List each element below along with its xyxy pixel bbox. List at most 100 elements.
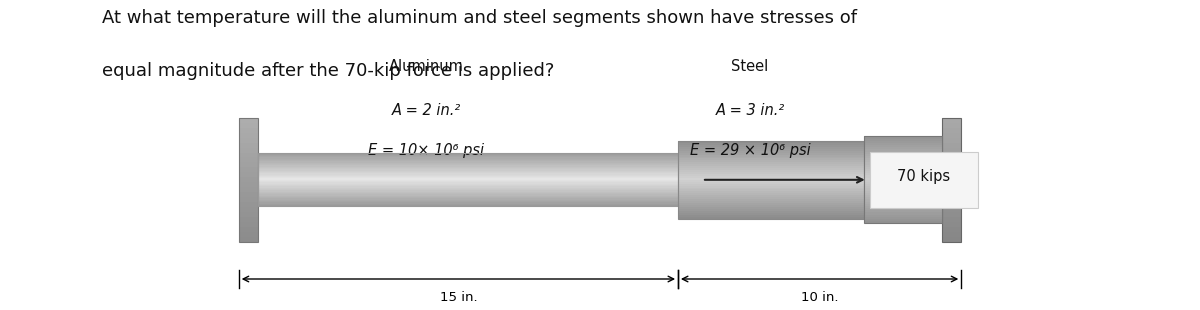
Bar [258,180,678,181]
Bar [239,187,258,192]
Bar [678,178,864,180]
Bar [239,232,258,237]
Text: A = 2 in.²: A = 2 in.² [391,103,461,118]
Bar [678,164,864,166]
Bar [942,187,961,192]
Bar [678,197,864,199]
Bar [942,197,961,202]
Bar [258,194,678,196]
Bar [239,143,258,148]
Bar [239,133,258,138]
Bar [678,151,864,153]
Bar [678,141,864,219]
Text: A = 3 in.²: A = 3 in.² [715,103,785,118]
Bar [258,186,678,188]
Bar [864,167,942,169]
Bar [258,155,678,156]
Bar [258,159,678,160]
Bar [864,165,942,167]
Bar [942,118,961,242]
Bar [678,188,864,189]
Bar [864,169,942,171]
Bar [942,128,961,133]
Bar [239,237,258,242]
Bar [942,212,961,217]
Bar [942,118,961,123]
Bar [678,157,864,158]
Bar [258,172,678,173]
Bar [678,162,864,164]
Text: E = 29 × 10⁶ psi: E = 29 × 10⁶ psi [690,143,810,158]
Bar [258,202,678,204]
Bar [864,210,942,212]
Bar [258,163,678,164]
Bar [678,172,864,174]
Bar [678,153,864,155]
Bar [942,133,961,138]
Bar [942,217,961,222]
Bar [258,198,678,200]
Bar [258,185,678,186]
Bar [864,184,942,186]
Bar [678,155,864,157]
Bar [678,211,864,213]
Bar [678,182,864,184]
Bar [864,193,942,195]
Bar [258,153,678,155]
Bar [258,153,678,206]
Bar [678,215,864,217]
Bar [258,193,678,194]
Bar [864,160,942,162]
Bar [864,145,942,147]
Bar [864,188,942,191]
Bar [678,213,864,215]
Text: 10 in.: 10 in. [800,291,839,304]
Bar [942,192,961,197]
Bar [258,170,678,172]
Bar [258,175,678,176]
Bar [864,152,942,154]
Bar [258,181,678,182]
Bar [258,192,678,193]
Bar [258,188,678,189]
Bar [678,217,864,219]
Bar [678,192,864,193]
Bar [864,206,942,208]
Bar [239,222,258,227]
Bar [942,123,961,128]
Bar [864,204,942,206]
Bar [942,177,961,182]
Bar [678,147,864,149]
Bar [678,180,864,182]
Bar [942,167,961,172]
Bar [258,201,678,202]
Bar [258,162,678,163]
Bar [864,208,942,210]
Bar [239,162,258,167]
Bar [239,182,258,187]
Bar [864,215,942,217]
Bar [678,203,864,205]
Bar [864,158,942,160]
Bar [678,166,864,168]
Bar [678,199,864,201]
Bar [678,201,864,203]
Bar [678,161,864,162]
Bar [864,143,942,145]
Bar [678,195,864,197]
Bar [942,138,961,143]
Bar [258,157,678,159]
Text: E = 10× 10⁶ psi: E = 10× 10⁶ psi [368,143,484,158]
Bar [942,182,961,187]
Bar [864,162,942,165]
Bar [258,164,678,165]
Bar [258,179,678,180]
Bar [258,156,678,157]
Bar [678,186,864,188]
Bar [239,172,258,177]
Bar [239,138,258,143]
Bar [942,162,961,167]
Bar [864,147,942,149]
Bar [239,202,258,207]
Bar [258,205,678,206]
